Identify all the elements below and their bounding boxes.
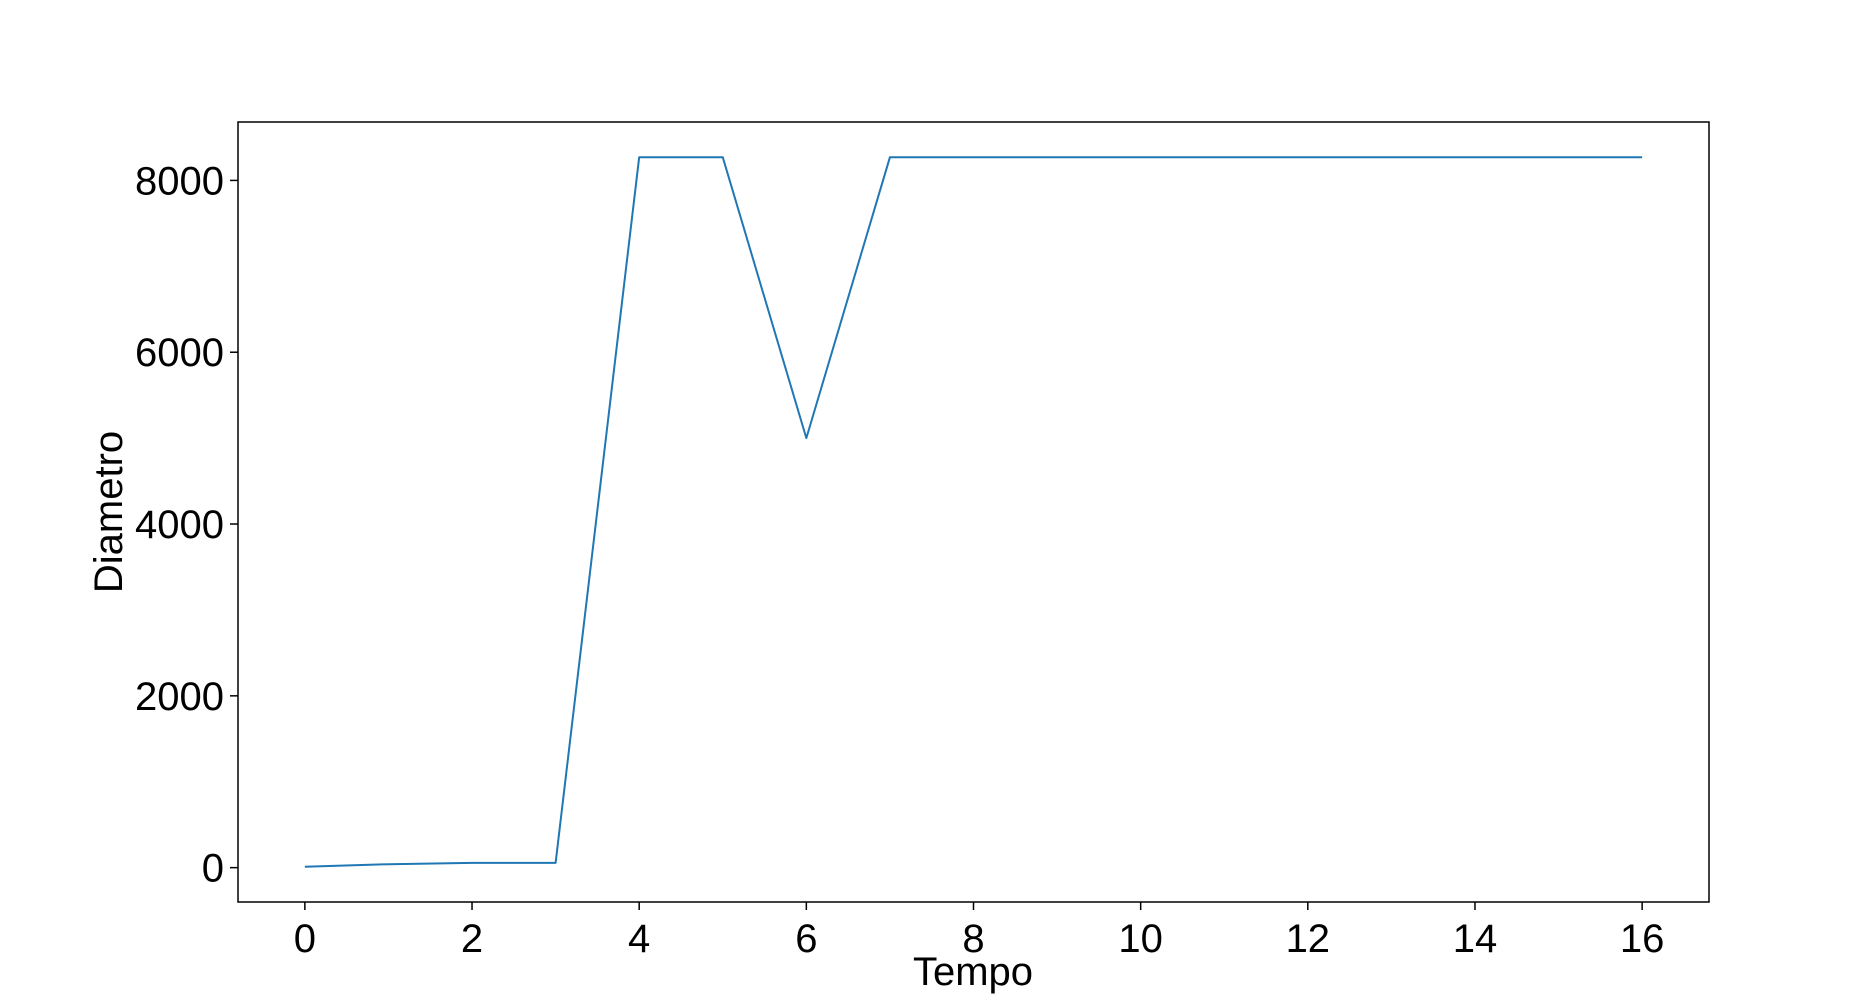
y-axis-ticks: 0 2000 4000 6000 8000 [135,159,238,891]
x-tick-label: 8 [962,917,984,961]
x-tick-label: 14 [1453,917,1498,961]
x-tick-label: 12 [1286,917,1331,961]
y-tick-label: 4000 [135,503,224,547]
x-axis-ticks: 0 2 4 6 8 10 12 14 16 [294,902,1665,961]
y-tick-label: 6000 [135,331,224,375]
x-tick-label: 6 [795,917,817,961]
x-tick-label: 0 [294,917,316,961]
plot-area [237,121,1710,903]
x-tick-label: 2 [461,917,483,961]
x-tick-label: 16 [1620,917,1665,961]
series-layer [304,156,1643,868]
x-tick-label: 4 [628,917,650,961]
x-tick-label: 10 [1118,917,1163,961]
y-axis-label: Diametro [87,431,131,593]
y-tick-label: 2000 [135,675,224,719]
y-tick-label: 0 [202,847,224,891]
x-axis-label: Tempo [913,950,1033,994]
series-line [304,156,1643,868]
y-tick-label: 8000 [135,159,224,203]
